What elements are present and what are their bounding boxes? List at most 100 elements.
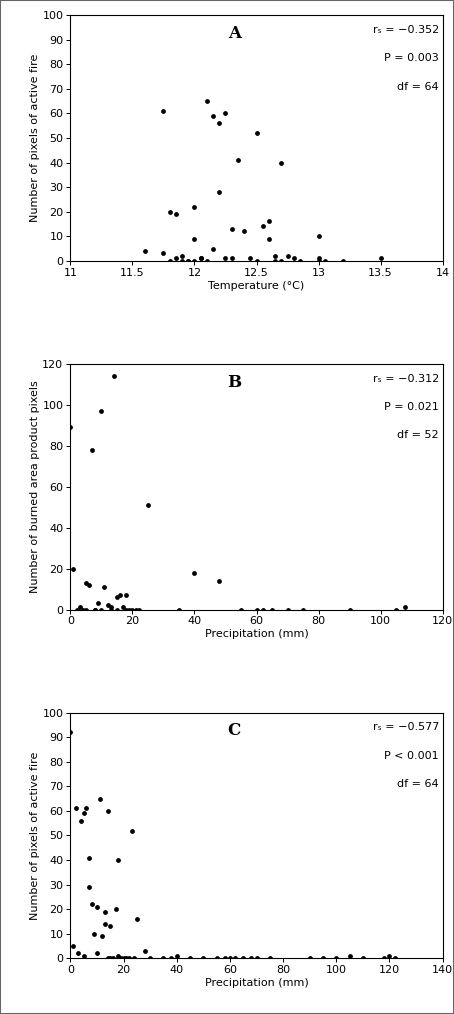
Point (129, 601, 136, 618)
Point (216, 573, 223, 589)
Point (79, 601, 86, 618)
Point (300, 601, 307, 618)
Point (216, 116, 223, 132)
Point (80, 948, 87, 964)
Point (284, 247, 291, 264)
Point (98, 403, 105, 419)
Point (278, 252, 285, 269)
Point (232, 950, 239, 966)
Point (107, 601, 114, 618)
Point (110, 368, 118, 384)
Text: C: C (227, 722, 241, 739)
Point (94, 898, 101, 915)
Point (278, 154, 285, 170)
Point (187, 950, 194, 966)
Point (175, 601, 183, 618)
Point (141, 242, 148, 259)
Point (266, 950, 273, 966)
Point (76, 599, 84, 615)
Point (265, 213, 272, 229)
Point (133, 911, 140, 927)
Y-axis label: Number of burned area product pixels: Number of burned area product pixels (30, 380, 39, 593)
Point (126, 601, 133, 618)
Point (203, 93, 211, 110)
X-axis label: Temperature (°C): Temperature (°C) (208, 281, 305, 290)
Point (96, 791, 103, 807)
Point (319, 950, 326, 966)
Point (191, 199, 198, 215)
Point (85, 879, 93, 895)
Point (226, 950, 233, 966)
Point (77, 812, 84, 828)
Point (114, 852, 122, 868)
Point (128, 822, 135, 839)
Point (253, 601, 260, 618)
Point (253, 125, 260, 141)
Point (216, 184, 223, 200)
Text: df = 64: df = 64 (397, 779, 439, 789)
Point (185, 252, 192, 269)
Point (104, 597, 111, 613)
Point (386, 948, 393, 964)
Point (114, 589, 121, 605)
Point (107, 950, 114, 966)
Point (221, 950, 228, 966)
Point (101, 579, 108, 595)
Point (296, 252, 304, 269)
Point (359, 950, 366, 966)
Text: rₛ = −0.312: rₛ = −0.312 (373, 374, 439, 383)
Text: rₛ = −0.352: rₛ = −0.352 (373, 25, 439, 35)
Point (107, 599, 114, 615)
Point (209, 240, 217, 257)
Point (392, 601, 400, 618)
Point (197, 250, 204, 267)
Point (70, 561, 77, 577)
Point (402, 599, 409, 615)
Text: rₛ = −0.577: rₛ = −0.577 (373, 722, 439, 732)
Point (191, 230, 198, 246)
Point (172, 206, 179, 222)
Text: A: A (227, 25, 241, 42)
Point (82, 601, 89, 618)
Text: B: B (227, 374, 241, 390)
Point (92, 601, 99, 618)
Point (168, 950, 175, 966)
Point (132, 601, 139, 618)
Point (116, 587, 123, 603)
Point (82, 575, 89, 591)
Text: P < 0.001: P < 0.001 (384, 750, 439, 760)
Point (213, 950, 220, 966)
Point (259, 218, 266, 234)
Point (114, 948, 122, 964)
Point (112, 901, 119, 918)
Y-axis label: Number of pixels of active fire: Number of pixels of active fire (30, 54, 39, 222)
Point (247, 250, 254, 267)
Text: P = 0.003: P = 0.003 (384, 54, 439, 63)
Point (259, 601, 266, 618)
Point (89, 442, 96, 458)
Point (222, 250, 229, 267)
Point (98, 601, 105, 618)
Point (67, 724, 74, 740)
Point (178, 247, 186, 264)
Point (340, 252, 347, 269)
Point (67, 419, 74, 435)
Point (315, 228, 322, 244)
Point (271, 252, 279, 269)
Point (391, 950, 399, 966)
Point (131, 950, 138, 966)
X-axis label: Precipitation (mm): Precipitation (mm) (205, 630, 308, 639)
Point (253, 950, 260, 966)
Point (172, 250, 179, 267)
Point (117, 950, 124, 966)
Point (166, 252, 173, 269)
Point (203, 252, 211, 269)
Point (144, 497, 152, 513)
Point (120, 950, 127, 966)
Point (346, 601, 353, 618)
Point (333, 950, 340, 966)
Point (191, 252, 198, 269)
Point (85, 850, 93, 866)
Point (306, 950, 313, 966)
Point (315, 250, 322, 267)
